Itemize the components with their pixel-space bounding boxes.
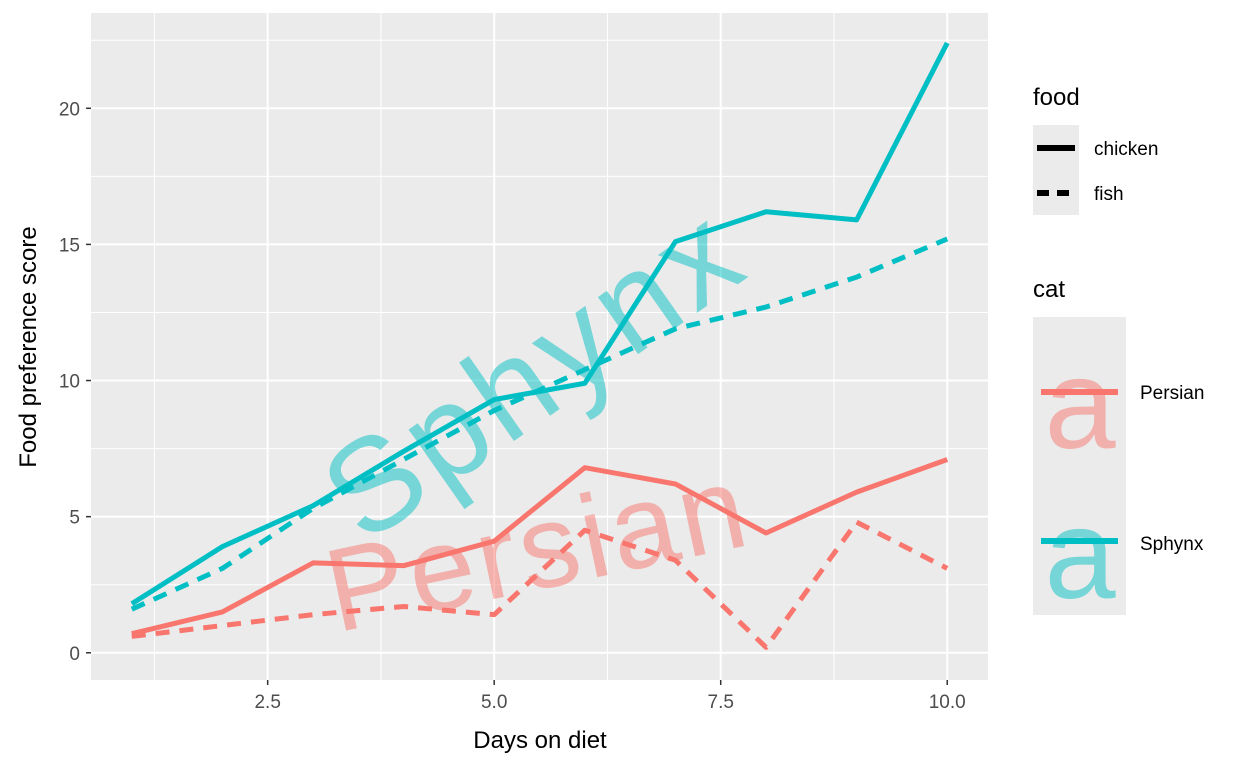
x-tick-label: 7.5: [708, 692, 734, 713]
y-axis-ticks: 0 5 10 15 20: [59, 99, 91, 665]
legend-glyph-persian: a: [1044, 333, 1116, 476]
x-axis-ticks: 2.5 5.0 7.5 10.0: [254, 680, 966, 713]
legend-food-keys-bg: [1033, 125, 1079, 215]
legend-label-sphynx: Sphynx: [1140, 534, 1204, 555]
y-axis-title: Food preference score: [15, 226, 42, 467]
plot-panel: [91, 13, 988, 680]
legend-cat-title: cat: [1033, 276, 1065, 303]
series-lines: [130, 41, 950, 650]
x-tick-label: 2.5: [254, 692, 280, 713]
legend-label-persian: Persian: [1140, 383, 1204, 404]
legend-cat: cat a a Persian Sphynx: [1033, 276, 1204, 626]
legend-food: food chicken fish: [1033, 84, 1158, 215]
major-gridlines: [91, 13, 988, 680]
legend-label-fish: fish: [1094, 184, 1124, 205]
y-tick-label: 5: [69, 508, 80, 529]
legend-cat-keys-bg: [1033, 317, 1126, 615]
legend-glyph-sphynx: a: [1044, 483, 1116, 626]
x-axis-title: Days on diet: [473, 727, 607, 754]
legend-food-title: food: [1033, 84, 1080, 111]
legend-label-chicken: chicken: [1094, 139, 1158, 160]
y-tick-label: 20: [59, 99, 80, 120]
series-line-sphynx-fish: [130, 236, 949, 612]
y-tick-label: 10: [59, 372, 80, 393]
x-tick-label: 5.0: [481, 692, 507, 713]
y-tick-label: 0: [69, 644, 80, 665]
y-tick-label: 15: [59, 235, 80, 256]
series-line-persian-chicken: [131, 457, 949, 637]
x-tick-label: 10.0: [929, 692, 966, 713]
